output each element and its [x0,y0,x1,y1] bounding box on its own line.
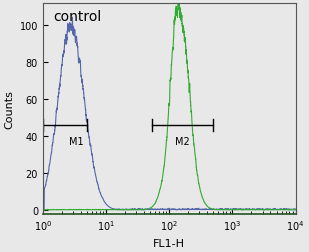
X-axis label: FL1-H: FL1-H [153,238,185,248]
Text: M1: M1 [69,137,83,146]
Y-axis label: Counts: Counts [4,90,14,128]
Text: M2: M2 [175,137,190,146]
Text: control: control [53,10,101,24]
